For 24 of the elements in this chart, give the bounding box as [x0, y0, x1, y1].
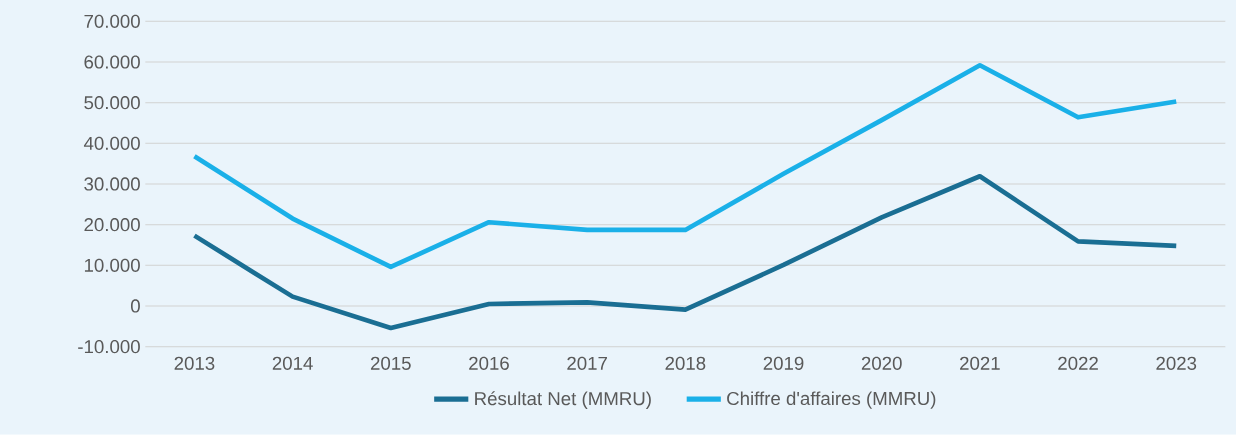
y-tick-label: 20.000: [84, 218, 140, 232]
x-tick-label: 2013: [174, 356, 215, 371]
legend-label: Résultat Net (MMRU): [475, 391, 651, 410]
y-tick-label: 40.000: [83, 136, 140, 151]
line-series: [192, 174, 1179, 331]
y-tick-label: 30.000: [84, 177, 140, 191]
x-tick-label: 2020: [861, 356, 902, 371]
x-tick-label: 2018: [665, 356, 706, 371]
x-tick-label: 2016: [469, 356, 509, 371]
x-tick-label: 2022: [1058, 356, 1098, 371]
y-tick-label: 70.000: [84, 14, 140, 29]
legend-label: Chiffre d'affaires (MMRU): [727, 391, 936, 409]
x-tick-label: 2019: [763, 356, 804, 371]
x-tick-label: 2021: [960, 356, 1000, 371]
x-tick-label: 2017: [567, 356, 607, 371]
x-tick-label: 2015: [370, 356, 411, 371]
x-tick-label: 2023: [1156, 356, 1197, 371]
y-tick-label: 0: [130, 299, 140, 313]
y-tick-label: 60.000: [84, 55, 140, 69]
x-tick-label: 2014: [272, 356, 313, 371]
line-series: [192, 63, 1179, 270]
y-tick-label: -10.000: [78, 340, 140, 354]
y-tick-label: 50.000: [84, 96, 140, 110]
y-tick-label: 10.000: [84, 258, 140, 273]
